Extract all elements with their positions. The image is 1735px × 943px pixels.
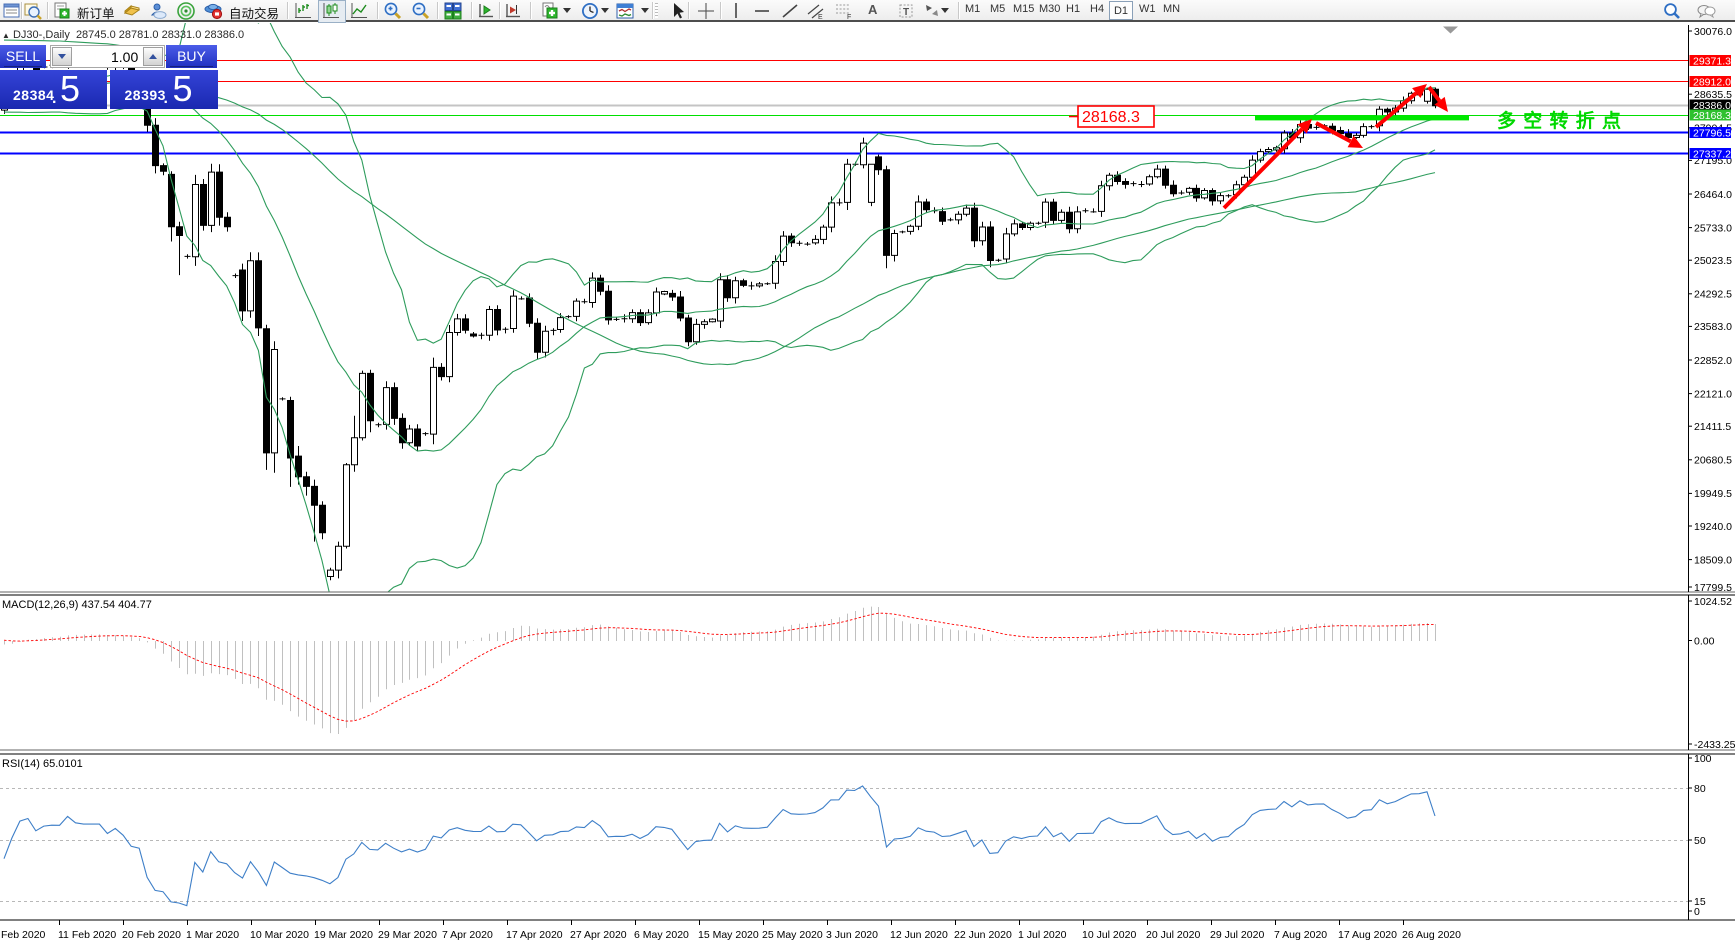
svg-text:6 May 2020: 6 May 2020 [634,929,689,941]
svg-text:12 Jun 2020: 12 Jun 2020 [890,929,948,941]
svg-text:0: 0 [1694,906,1700,918]
svg-text:19 Mar 2020: 19 Mar 2020 [314,929,373,941]
svg-text:多空转折点: 多空转折点 [1497,109,1621,132]
svg-text:E: E [818,14,823,21]
svg-text:20 Jul 2020: 20 Jul 2020 [1146,929,1200,941]
svg-text:19240.0: 19240.0 [1694,521,1732,533]
svg-text:17799.5: 17799.5 [1694,582,1732,594]
svg-text:50: 50 [1694,835,1706,847]
svg-text:15: 15 [1694,896,1706,908]
svg-text:T: T [903,7,909,18]
svg-text:RSI(14) 65.0101: RSI(14) 65.0101 [2,758,83,770]
svg-text:1 Mar 2020: 1 Mar 2020 [186,929,239,941]
svg-text:11 Feb 2020: 11 Feb 2020 [58,929,116,941]
svg-text:28635.5: 28635.5 [1694,89,1732,101]
svg-text:F: F [847,14,851,21]
svg-text:20680.5: 20680.5 [1694,455,1732,467]
svg-text:19949.5: 19949.5 [1694,488,1732,500]
svg-text:27337.2: 27337.2 [1693,148,1731,160]
svg-text:29371.3: 29371.3 [1693,55,1731,67]
svg-text:0.00: 0.00 [1694,635,1715,647]
svg-text:22121.0: 22121.0 [1694,388,1732,400]
svg-text:21411.5: 21411.5 [1694,421,1731,433]
svg-text:28912.0: 28912.0 [1693,76,1731,88]
svg-text:29 Jul 2020: 29 Jul 2020 [1210,929,1264,941]
svg-text:24292.5: 24292.5 [1694,289,1732,301]
svg-text:Feb 2020: Feb 2020 [1,929,46,941]
svg-text:17 Apr 2020: 17 Apr 2020 [506,929,563,941]
svg-text:15 May 2020: 15 May 2020 [698,929,759,941]
svg-text:26464.0: 26464.0 [1694,189,1732,201]
svg-text:100: 100 [1694,753,1712,765]
svg-text:25733.0: 25733.0 [1694,222,1732,234]
svg-text:22 Jun 2020: 22 Jun 2020 [954,929,1012,941]
svg-text:23583.0: 23583.0 [1694,321,1732,333]
svg-text:20 Feb 2020: 20 Feb 2020 [122,929,181,941]
svg-text:1 Jul 2020: 1 Jul 2020 [1018,929,1067,941]
svg-text:28168.3: 28168.3 [1693,110,1731,122]
svg-text:80: 80 [1694,783,1706,795]
svg-text:28168.3: 28168.3 [1082,109,1140,126]
svg-text:17 Aug 2020: 17 Aug 2020 [1338,929,1397,941]
svg-text:26 Aug 2020: 26 Aug 2020 [1402,929,1461,941]
svg-text:25 May 2020: 25 May 2020 [762,929,823,941]
svg-text:28386.0: 28386.0 [1693,100,1731,112]
svg-text:10 Mar 2020: 10 Mar 2020 [250,929,309,941]
svg-text:29 Mar 2020: 29 Mar 2020 [378,929,437,941]
svg-text:18509.0: 18509.0 [1694,554,1732,566]
svg-text:27 Apr 2020: 27 Apr 2020 [570,929,627,941]
svg-text:1024.52: 1024.52 [1694,596,1732,608]
svg-text:7 Apr 2020: 7 Apr 2020 [442,929,493,941]
svg-text:7 Aug 2020: 7 Aug 2020 [1274,929,1327,941]
svg-text:3 Jun 2020: 3 Jun 2020 [826,929,878,941]
svg-text:30076.0: 30076.0 [1694,26,1732,38]
svg-text:MACD(12,26,9) 437.54 404.77: MACD(12,26,9) 437.54 404.77 [2,599,152,611]
svg-text:22852.0: 22852.0 [1694,355,1732,367]
svg-text:-2433.25: -2433.25 [1694,739,1735,751]
svg-text:25023.5: 25023.5 [1694,255,1732,267]
svg-text:10 Jul 2020: 10 Jul 2020 [1082,929,1136,941]
svg-text:27796.5: 27796.5 [1693,127,1731,139]
